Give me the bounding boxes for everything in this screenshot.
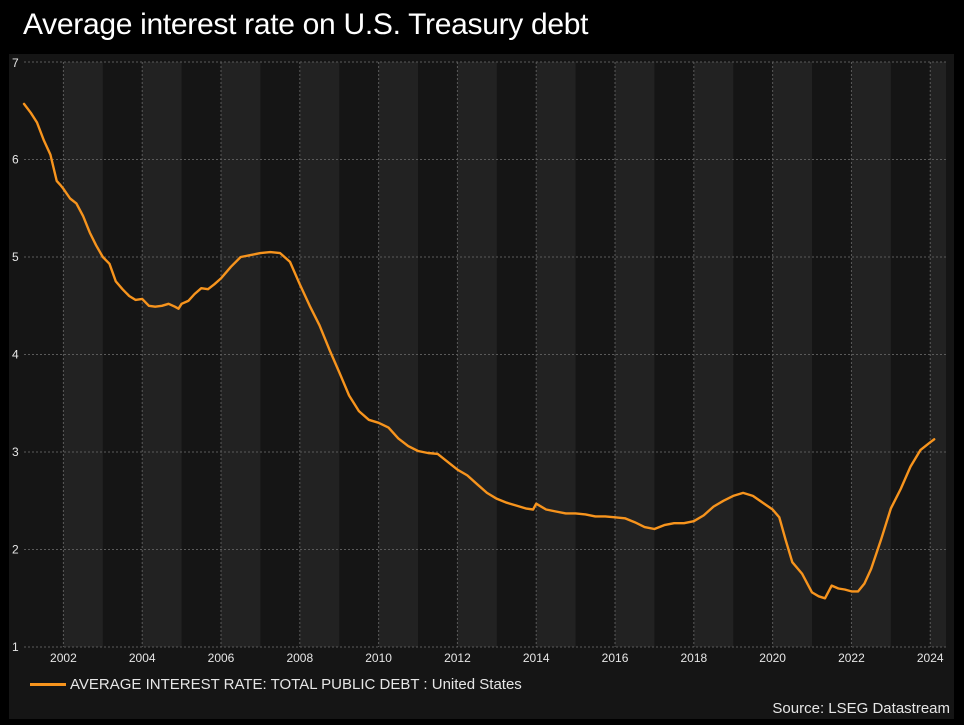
- y-tick-label: 3: [12, 445, 19, 459]
- x-tick-label: 2022: [838, 651, 865, 665]
- x-tick-label: 2012: [444, 651, 471, 665]
- x-tick-label: 2002: [50, 651, 77, 665]
- legend-swatch: [30, 683, 66, 686]
- source-note: Source: LSEG Datastream: [772, 700, 950, 717]
- x-tick-label: 2006: [208, 651, 235, 665]
- x-tick-label: 2018: [680, 651, 707, 665]
- y-tick-label: 1: [12, 640, 19, 654]
- x-tick-label: 2010: [365, 651, 392, 665]
- x-tick-label: 2004: [129, 651, 156, 665]
- legend: AVERAGE INTEREST RATE: TOTAL PUBLIC DEBT…: [30, 676, 522, 693]
- x-tick-label: 2014: [523, 651, 550, 665]
- chart-title: Average interest rate on U.S. Treasury d…: [23, 8, 589, 41]
- legend-label: AVERAGE INTEREST RATE: TOTAL PUBLIC DEBT…: [70, 676, 522, 693]
- year-stripe: [930, 62, 946, 647]
- y-tick-label: 5: [12, 250, 19, 264]
- series-line: [22, 102, 936, 600]
- y-tick-label: 4: [12, 348, 19, 362]
- y-tick-label: 6: [12, 153, 19, 167]
- x-tick-label: 2016: [602, 651, 629, 665]
- y-tick-label: 2: [12, 543, 19, 557]
- x-tick-label: 2024: [917, 651, 944, 665]
- y-tick-label: 7: [12, 56, 19, 70]
- x-tick-label: 2008: [286, 651, 313, 665]
- x-tick-label: 2020: [759, 651, 786, 665]
